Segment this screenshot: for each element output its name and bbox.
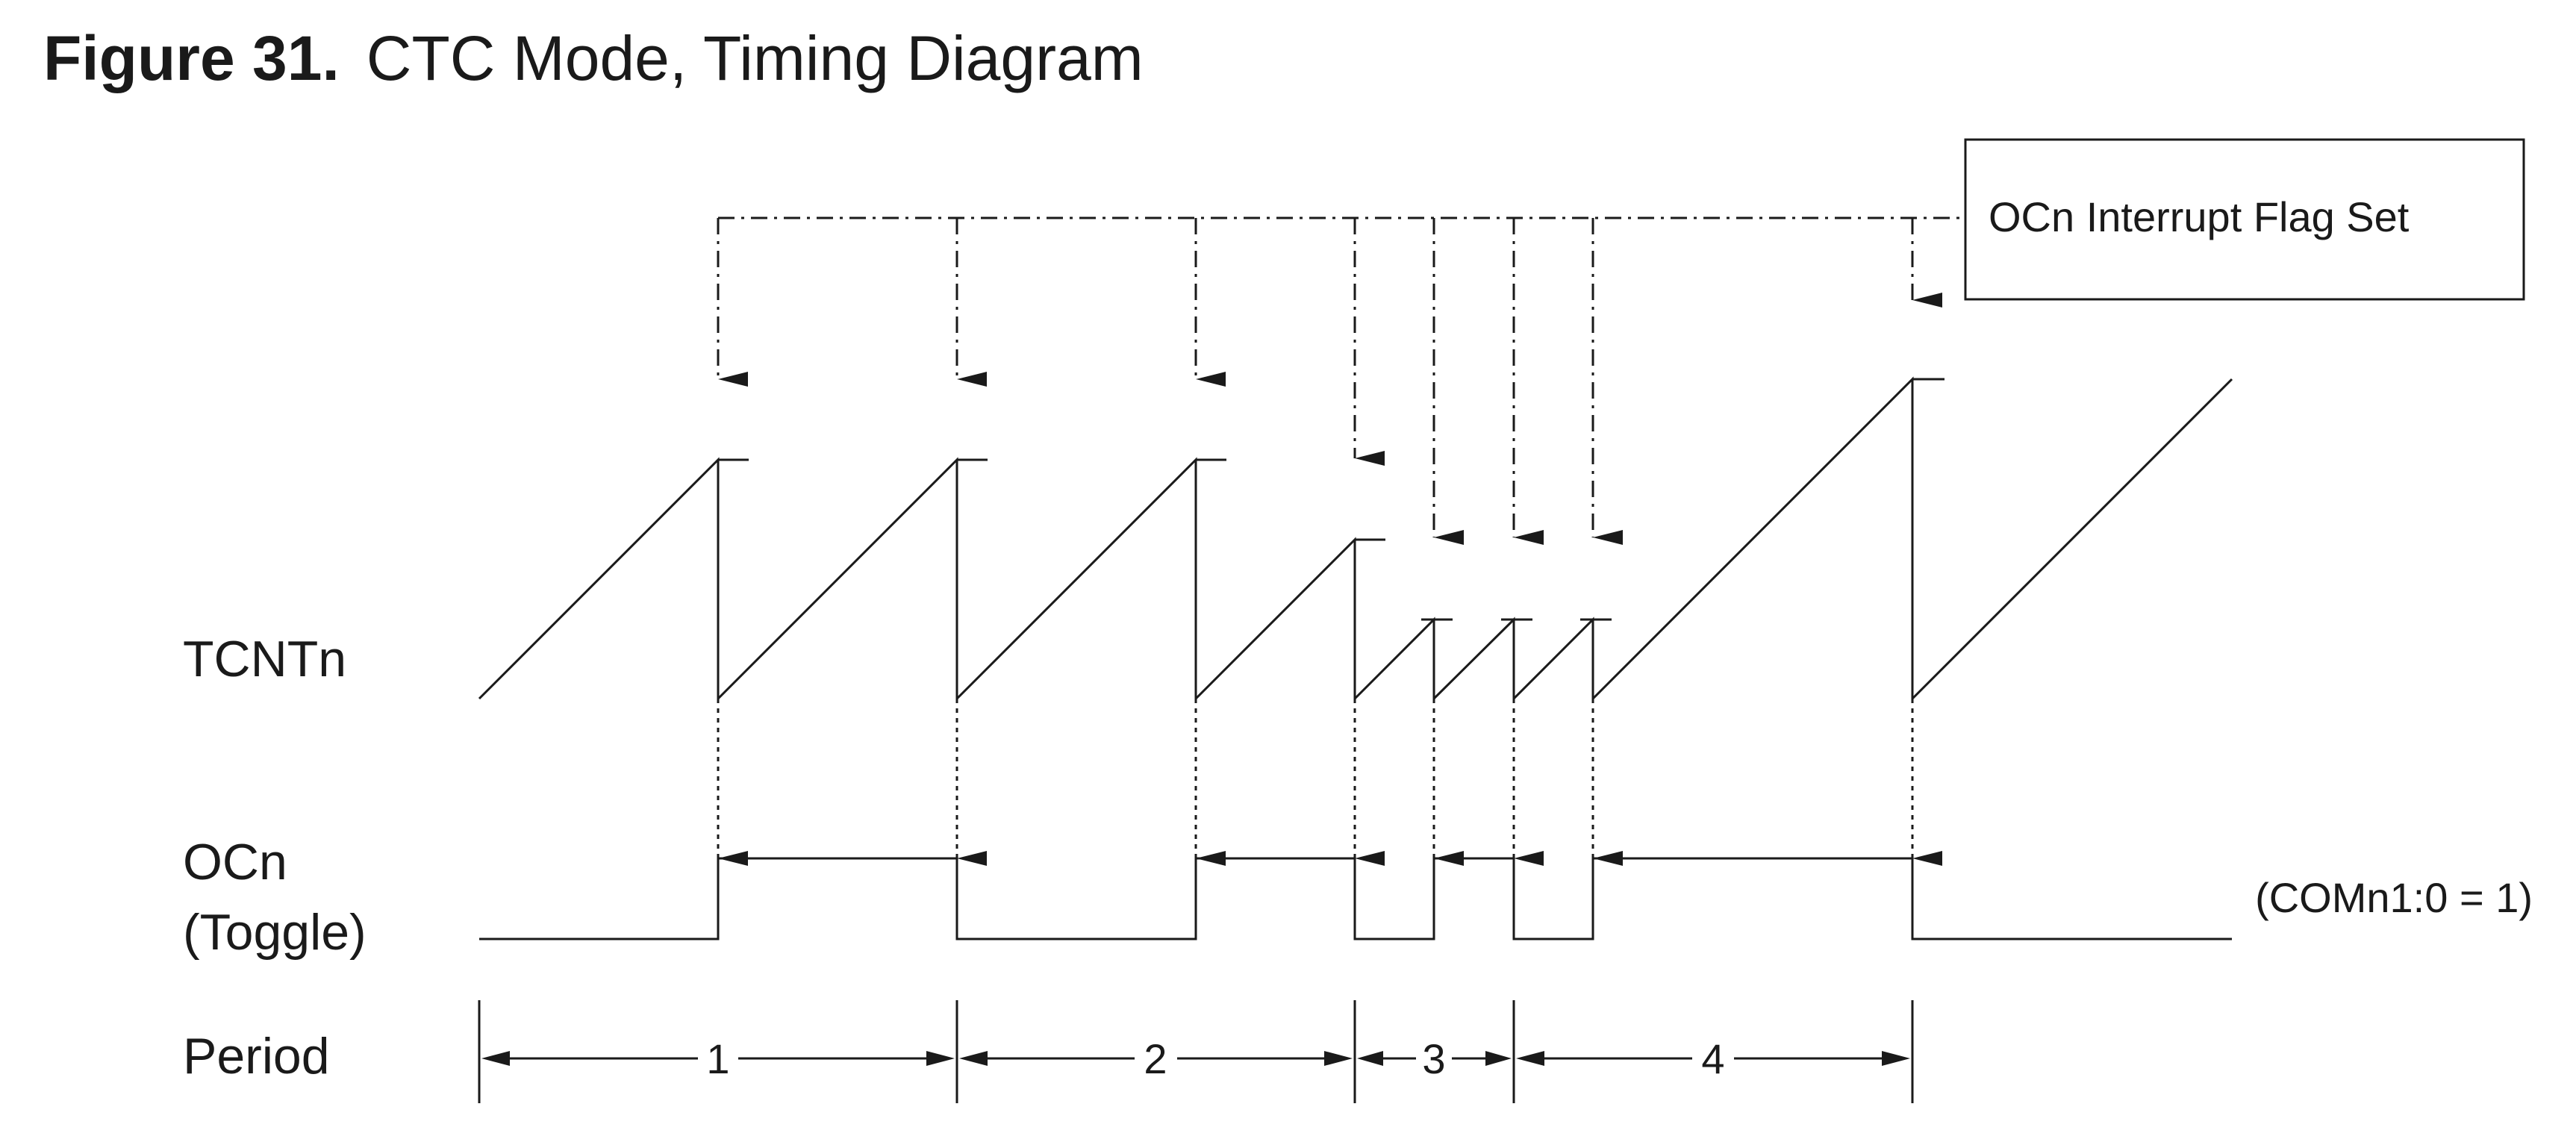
- compare-match-ticks: [718, 378, 1945, 621]
- interrupt-flag-callout-text: OCn Interrupt Flag Set: [1989, 193, 2410, 240]
- tcnt-waveform: [478, 376, 2233, 702]
- tcnt-label: TCNTn: [183, 631, 346, 687]
- period-number-1: 1: [706, 1035, 729, 1082]
- period-number-4: 4: [1701, 1035, 1724, 1082]
- period-label: Period: [183, 1028, 330, 1085]
- figure-title: Figure 31. CTC Mode, Timing Diagram: [43, 27, 1144, 90]
- ocn-waveform: [479, 857, 2232, 940]
- period-boundaries: [478, 1000, 1914, 1103]
- period-number-2: 2: [1144, 1035, 1167, 1082]
- ocn-toggle-label: (Toggle): [183, 904, 367, 961]
- figure-caption: CTC Mode, Timing Diagram: [366, 23, 1144, 93]
- figure-number: Figure 31.: [43, 23, 340, 93]
- toggle-drop-arrows: [717, 699, 1942, 866]
- period-number-3: 3: [1422, 1035, 1445, 1082]
- interrupt-flag-callout-box: [1964, 138, 2525, 301]
- period-dimension-arrows: [481, 1051, 1910, 1066]
- ocn-label: OCn: [183, 834, 287, 890]
- com-mode-note: (COMn1:0 = 1): [2255, 874, 2533, 921]
- flag-drop-arrows: [717, 218, 1942, 545]
